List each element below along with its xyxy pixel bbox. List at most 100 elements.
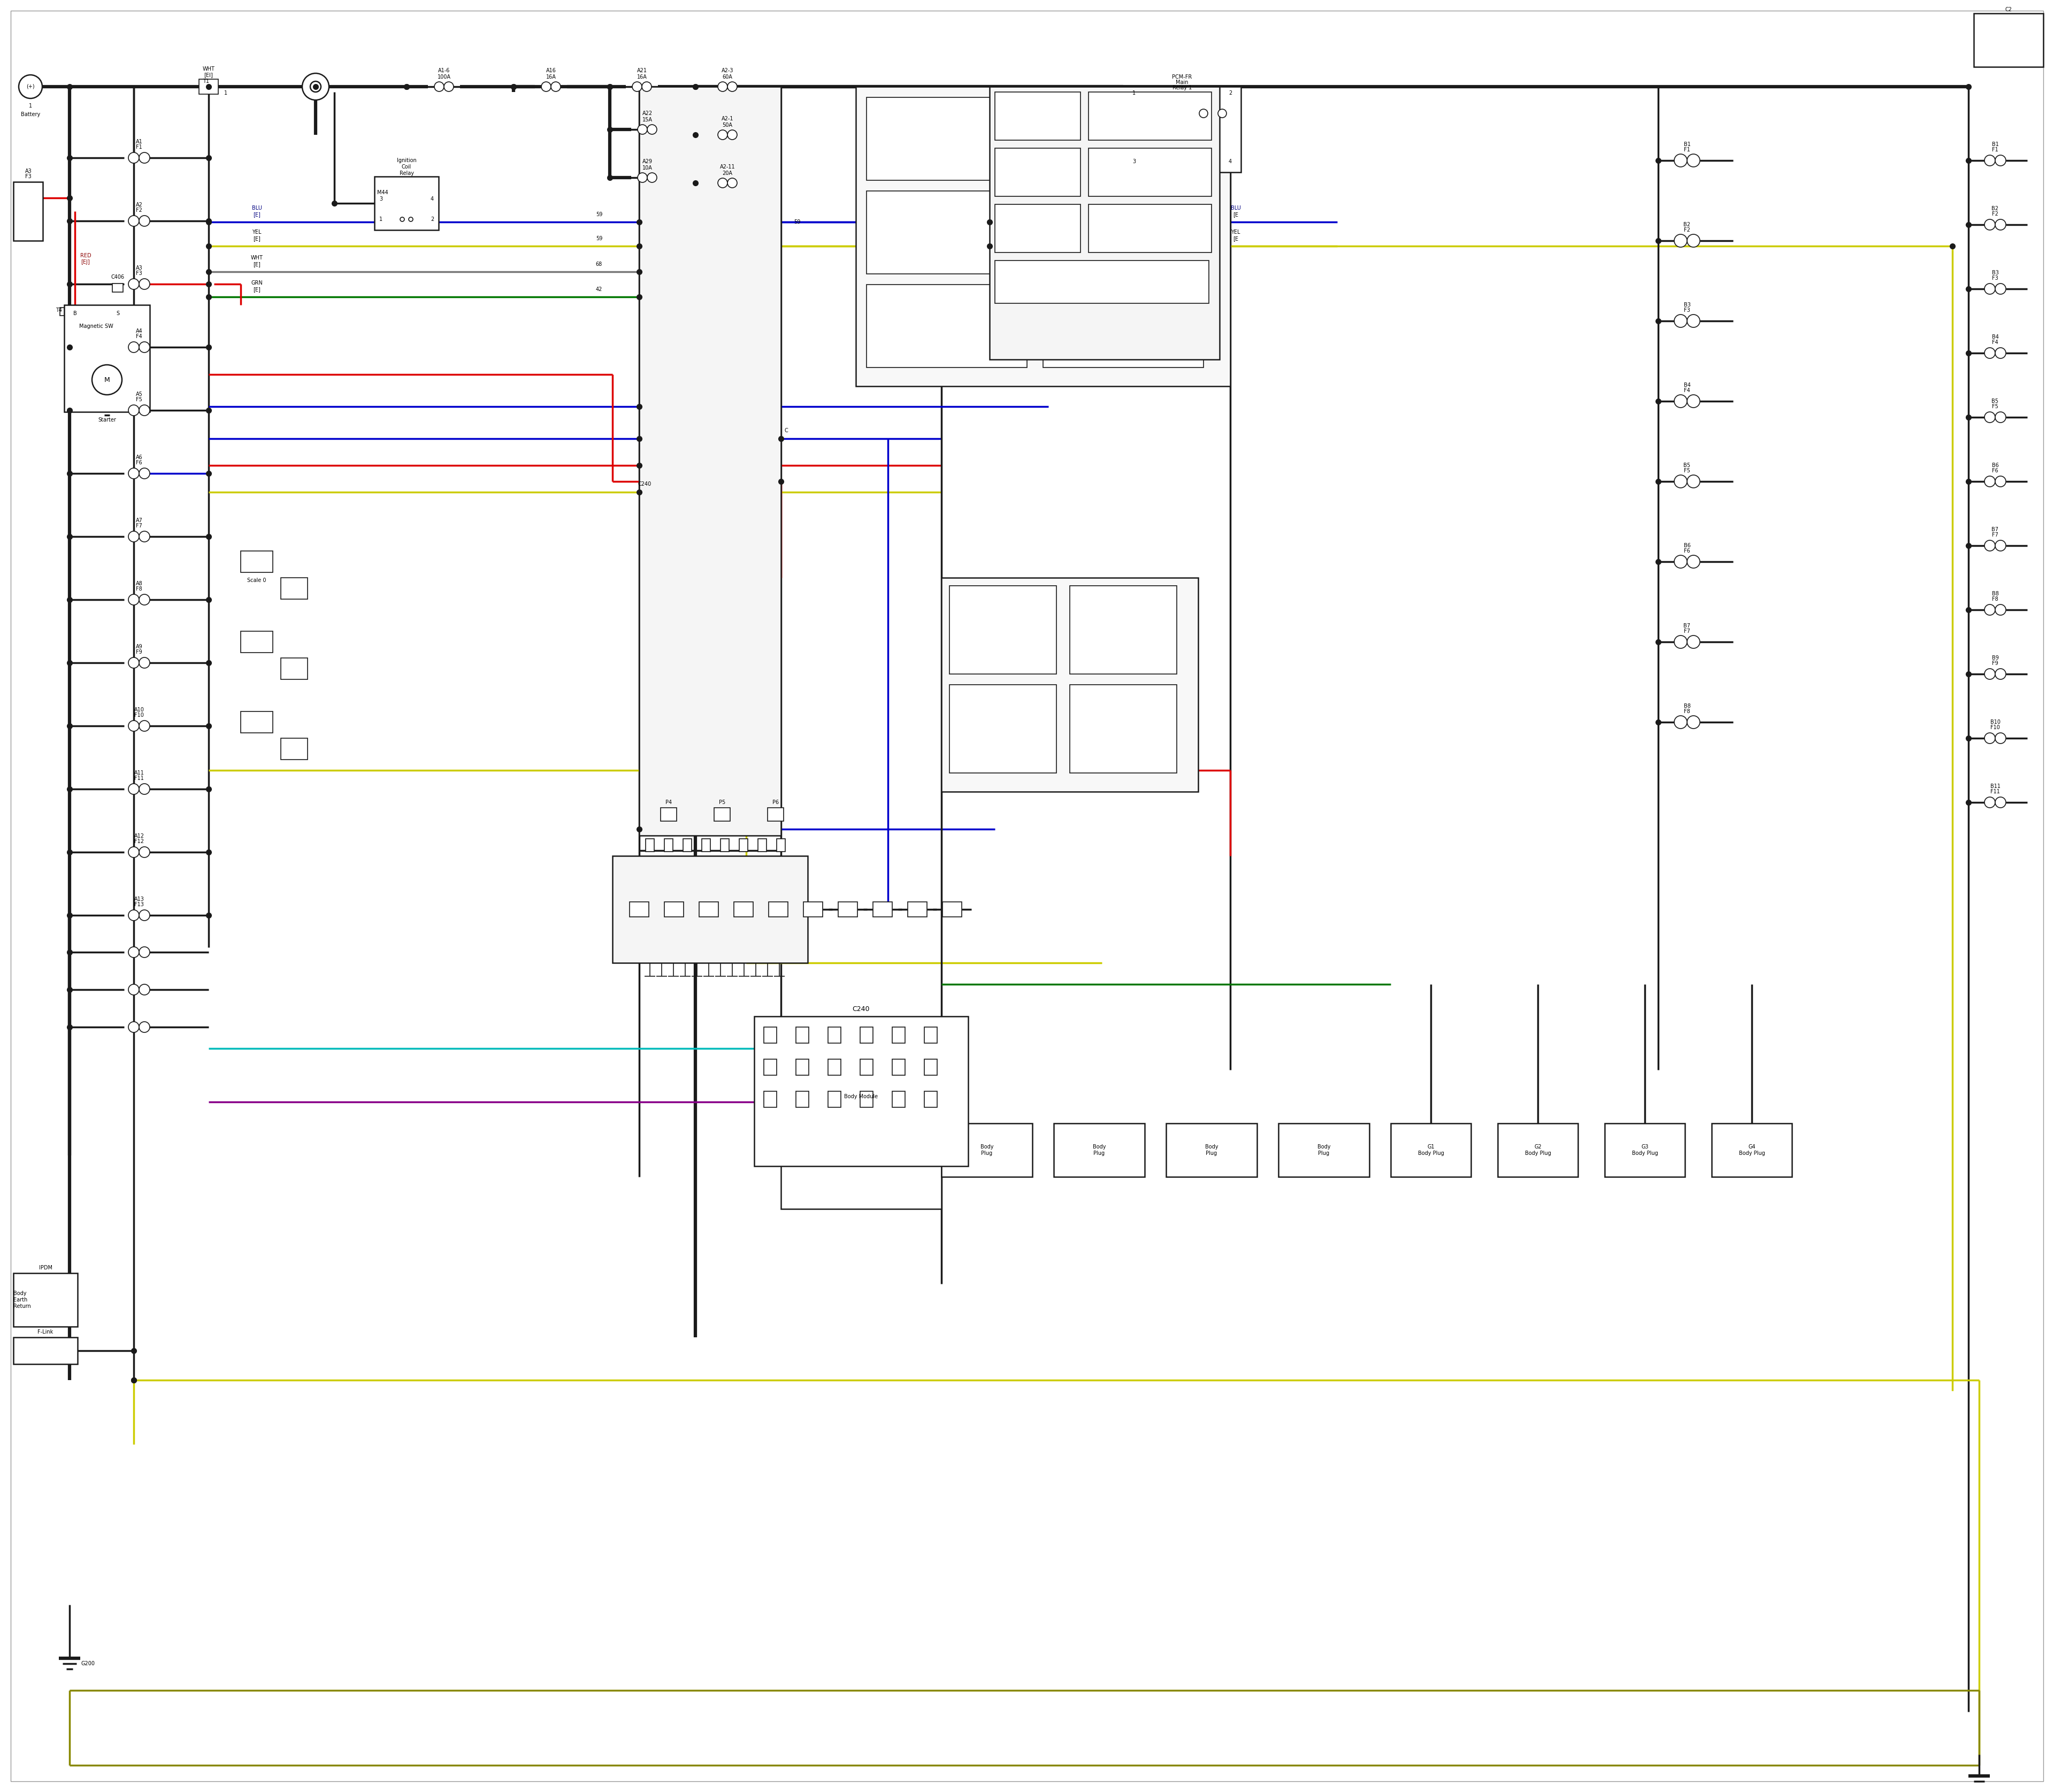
Text: 3: 3 — [380, 197, 382, 202]
Circle shape — [140, 215, 150, 226]
Bar — [1278, 1124, 1370, 1177]
Circle shape — [127, 783, 140, 794]
Bar — [867, 192, 1027, 274]
Text: A21: A21 — [637, 68, 647, 73]
Bar — [867, 97, 1027, 181]
Text: B11: B11 — [1990, 783, 2001, 788]
Circle shape — [140, 783, 150, 794]
Circle shape — [444, 82, 454, 91]
Bar — [199, 79, 218, 95]
Text: G2
Body Plug: G2 Body Plug — [1524, 1145, 1551, 1156]
Text: B9: B9 — [1992, 656, 1999, 661]
Circle shape — [92, 366, 121, 394]
Text: 2: 2 — [1228, 90, 1232, 95]
Circle shape — [1984, 604, 1994, 615]
Text: Scale 0: Scale 0 — [246, 577, 267, 582]
Circle shape — [727, 177, 737, 188]
Bar — [1070, 586, 1177, 674]
Circle shape — [1984, 797, 1994, 808]
Bar — [663, 839, 674, 851]
Circle shape — [18, 75, 43, 99]
Text: BLU: BLU — [1230, 206, 1241, 211]
Bar — [994, 149, 1080, 197]
Text: 59: 59 — [596, 237, 602, 242]
Text: 2: 2 — [431, 217, 433, 222]
Bar — [994, 91, 1080, 140]
Circle shape — [127, 910, 140, 921]
Text: F1: F1 — [136, 145, 142, 151]
Text: F4: F4 — [1684, 387, 1690, 392]
Circle shape — [1984, 412, 1994, 423]
Text: IPDM: IPDM — [39, 1265, 51, 1271]
Text: F13: F13 — [134, 901, 144, 907]
Text: A2-1: A2-1 — [721, 116, 733, 122]
Text: PCM-FR: PCM-FR — [1173, 73, 1191, 79]
Text: A5: A5 — [136, 392, 142, 396]
Text: A3: A3 — [25, 168, 31, 174]
Bar — [828, 1027, 840, 1043]
Text: B4: B4 — [1992, 335, 1999, 340]
Text: GRN: GRN — [251, 280, 263, 285]
Text: Magnetic SW: Magnetic SW — [80, 324, 113, 330]
Text: 42: 42 — [596, 287, 602, 292]
Bar — [776, 839, 785, 851]
Bar — [1089, 204, 1212, 253]
Bar — [990, 86, 1220, 360]
Text: F8: F8 — [136, 586, 142, 591]
Bar — [1391, 1124, 1471, 1177]
Circle shape — [310, 81, 320, 91]
Bar — [60, 308, 64, 315]
Bar — [758, 839, 766, 851]
Text: RED: RED — [80, 253, 90, 258]
Text: F7: F7 — [1992, 532, 1999, 538]
Text: Body
Plug: Body Plug — [1317, 1145, 1331, 1156]
Text: (+): (+) — [27, 84, 35, 90]
Text: P6: P6 — [772, 799, 778, 805]
Circle shape — [1994, 604, 2007, 615]
Circle shape — [127, 658, 140, 668]
Circle shape — [1984, 477, 1994, 487]
Bar — [281, 658, 308, 679]
Circle shape — [647, 172, 657, 183]
Circle shape — [1994, 283, 2007, 294]
Text: A6: A6 — [136, 455, 142, 461]
Text: 68: 68 — [596, 262, 602, 267]
Bar — [891, 1091, 906, 1107]
Bar — [764, 1059, 776, 1075]
Circle shape — [637, 172, 647, 183]
Text: F9: F9 — [1992, 661, 1999, 667]
Text: 4: 4 — [1228, 159, 1232, 165]
Text: B1: B1 — [1992, 142, 1999, 147]
Bar — [240, 711, 273, 733]
Bar — [1604, 1124, 1684, 1177]
Text: B: B — [74, 310, 76, 315]
Bar — [715, 808, 729, 821]
Circle shape — [302, 73, 329, 100]
Circle shape — [637, 125, 647, 134]
Bar — [14, 181, 43, 240]
Bar — [240, 550, 273, 572]
Text: A12: A12 — [134, 833, 144, 839]
Text: Body
Plug: Body Plug — [1093, 1145, 1105, 1156]
Circle shape — [1984, 668, 1994, 679]
Bar — [764, 1091, 776, 1107]
Text: Main: Main — [1175, 79, 1189, 84]
Circle shape — [1984, 283, 1994, 294]
Bar — [768, 901, 789, 918]
Text: F2: F2 — [1992, 211, 1999, 217]
Text: Relay 1: Relay 1 — [1173, 84, 1191, 90]
Text: A1-6: A1-6 — [438, 68, 450, 73]
Bar — [698, 901, 719, 918]
Text: F8: F8 — [1684, 710, 1690, 715]
Text: A13: A13 — [134, 896, 144, 901]
Bar — [702, 839, 711, 851]
Circle shape — [717, 177, 727, 188]
Circle shape — [1984, 348, 1994, 358]
Bar — [764, 1027, 776, 1043]
Text: 16A: 16A — [546, 73, 557, 79]
Bar — [924, 1027, 937, 1043]
Text: B6: B6 — [1684, 543, 1690, 548]
Circle shape — [140, 910, 150, 921]
Bar — [639, 86, 781, 835]
Circle shape — [1686, 315, 1701, 328]
